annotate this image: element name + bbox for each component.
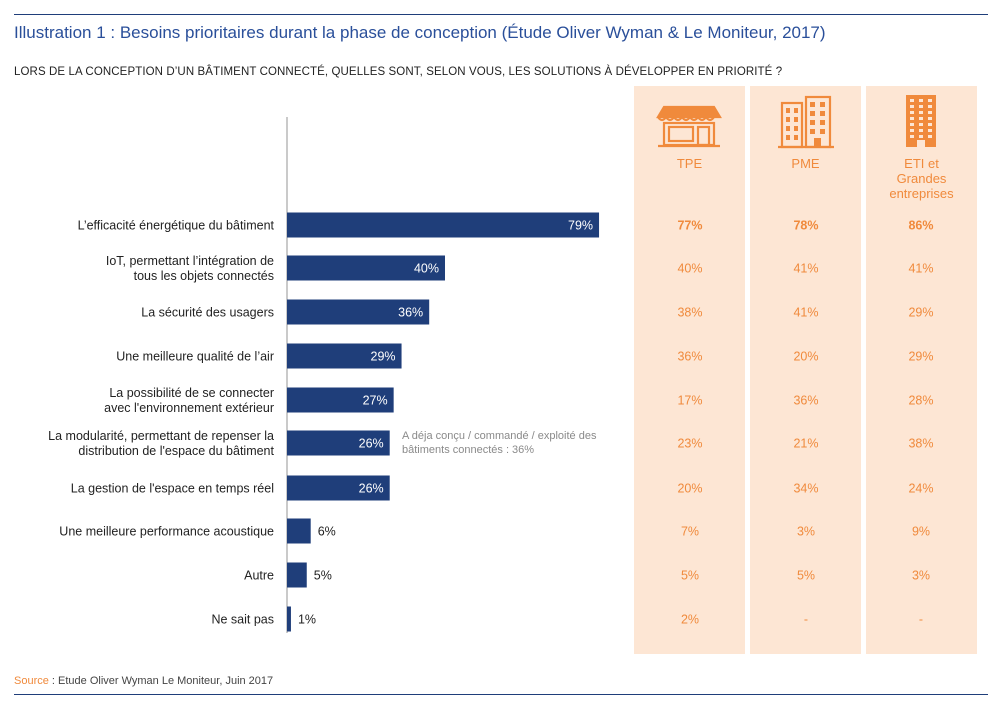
table-cell-eti: 24% [908, 482, 933, 496]
bar-value-label: 36% [398, 306, 423, 320]
source-line: Source : Etude Oliver Wyman Le Moniteur,… [14, 675, 273, 687]
table-cell-tpe: 17% [677, 394, 702, 408]
table-cell-pme: 5% [797, 569, 815, 583]
eti-column-background [866, 86, 977, 654]
tpe-column-background [634, 86, 745, 654]
table-cell-eti: - [919, 613, 923, 627]
table-cell-tpe: 40% [677, 262, 702, 276]
category-label: La gestion de l'espace en temps réel [71, 482, 274, 496]
table-cell-tpe: 36% [677, 350, 702, 364]
category-label: Une meilleure performance acoustique [59, 525, 274, 539]
bar [287, 343, 402, 369]
building-icon [750, 93, 861, 149]
bar [287, 387, 394, 413]
table-cell-tpe: 23% [677, 437, 702, 451]
chart-title: Illustration 1 : Besoins prioritaires du… [14, 23, 826, 42]
table-cell-tpe: 77% [677, 219, 702, 233]
bar [287, 562, 307, 588]
table-cell-pme: 3% [797, 525, 815, 539]
category-label: distribution de l'espace du bâtiment [78, 444, 274, 458]
bar-value-label: 5% [314, 569, 332, 583]
category-label: avec l'environnement extérieur [104, 401, 274, 415]
table-cell-tpe: 7% [681, 525, 699, 539]
bar [287, 212, 600, 238]
table-cell-tpe: 2% [681, 613, 699, 627]
bar [287, 430, 390, 456]
table-cell-eti: 28% [908, 394, 933, 408]
bar [287, 475, 390, 501]
category-label: La sécurité des usagers [141, 306, 274, 320]
table-cell-eti: 9% [912, 525, 930, 539]
source-text: : Etude Oliver Wyman Le Moniteur, Juin 2… [48, 675, 274, 687]
category-label: L’efficacité énergétique du bâtiment [78, 219, 275, 233]
table-cell-pme: 78% [793, 219, 818, 233]
table-cell-eti: 86% [908, 219, 933, 233]
category-label: La modularité, permettant de repenser la [48, 429, 274, 443]
table-cell-eti: 29% [908, 350, 933, 364]
chart-subtitle: LORS DE LA CONCEPTION D’UN BÂTIMENT CONN… [14, 66, 783, 78]
table-cell-pme: 21% [793, 437, 818, 451]
table-cell-tpe: 38% [677, 306, 702, 320]
table-cell-eti: 38% [908, 437, 933, 451]
table-cell-tpe: 20% [677, 482, 702, 496]
table-cell-pme: 36% [793, 394, 818, 408]
chart-annotation: A déja conçu / commandé / exploité des b… [402, 430, 597, 456]
table-cell-pme: 41% [793, 306, 818, 320]
column-header-eti: ETI et Grandes entreprises [889, 156, 954, 201]
tower-icon [866, 93, 977, 149]
bar-value-label: 27% [363, 394, 388, 408]
column-header-pme: PME [791, 156, 820, 171]
bar-value-label: 40% [414, 262, 439, 276]
category-label: Une meilleure qualité de l’air [116, 350, 274, 364]
table-cell-pme: 20% [793, 350, 818, 364]
table-cell-pme: 41% [793, 262, 818, 276]
bottom-rule [14, 694, 988, 695]
bar [287, 518, 311, 544]
bar-value-label: 26% [359, 482, 384, 496]
table-cell-tpe: 5% [681, 569, 699, 583]
table-cell-pme: - [804, 613, 808, 627]
bar-value-label: 29% [371, 350, 396, 364]
bar-value-label: 79% [568, 219, 593, 233]
bar-value-label: 26% [359, 437, 384, 451]
bar [287, 299, 430, 325]
source-label: Source [14, 675, 49, 687]
column-header-tpe: TPE [676, 156, 703, 171]
bar-value-label: 6% [318, 525, 336, 539]
bar [287, 255, 445, 281]
category-label: La possibilité de se connecter [109, 386, 274, 400]
category-label: Ne sait pas [211, 613, 274, 627]
category-label: tous les objets connectés [134, 269, 274, 283]
pme-column-background [750, 86, 861, 654]
bar-value-label: 1% [298, 613, 316, 627]
top-rule [14, 14, 988, 15]
bar [287, 606, 291, 632]
category-label: Autre [244, 569, 274, 583]
table-cell-eti: 41% [908, 262, 933, 276]
category-label: IoT, permettant l’intégration de [106, 254, 274, 268]
shop-icon [634, 93, 745, 149]
table-cell-pme: 34% [793, 482, 818, 496]
table-cell-eti: 3% [912, 569, 930, 583]
table-cell-eti: 29% [908, 306, 933, 320]
